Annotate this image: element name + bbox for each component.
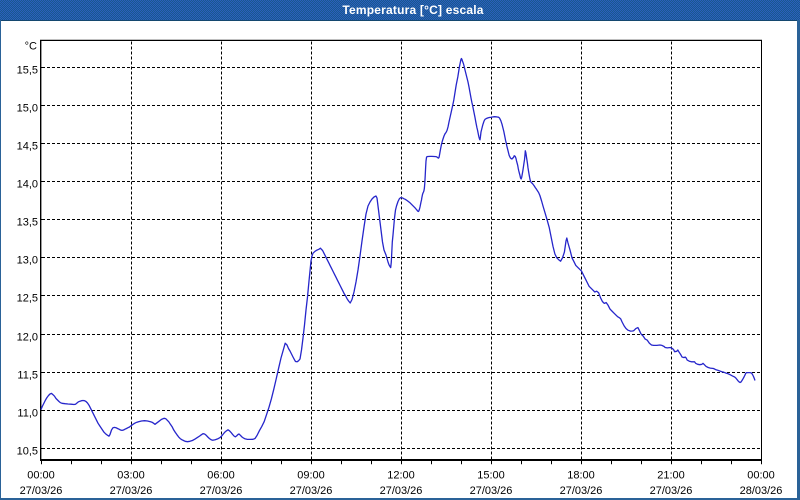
svg-text:27/03/26: 27/03/26 [20,485,63,497]
svg-text:27/03/26: 27/03/26 [470,485,513,497]
svg-text:12,5: 12,5 [17,293,38,305]
svg-text:00:00: 00:00 [747,470,775,482]
svg-text:27/03/26: 27/03/26 [110,485,153,497]
svg-text:27/03/26: 27/03/26 [650,485,693,497]
svg-text:12:00: 12:00 [387,470,415,482]
svg-text:09:00: 09:00 [297,470,325,482]
svg-text:15,5: 15,5 [17,65,38,77]
svg-text:12,0: 12,0 [17,332,38,344]
svg-text:27/03/26: 27/03/26 [200,485,243,497]
svg-text:10,5: 10,5 [17,446,38,458]
svg-text:27/03/26: 27/03/26 [380,485,423,497]
svg-text:°C: °C [25,41,37,53]
svg-text:11,0: 11,0 [17,408,38,420]
svg-text:14,0: 14,0 [17,179,38,191]
svg-text:14,5: 14,5 [17,141,38,153]
svg-text:00:00: 00:00 [27,470,55,482]
svg-text:13,5: 13,5 [17,217,38,229]
svg-text:06:00: 06:00 [207,470,235,482]
svg-text:13,0: 13,0 [17,255,38,267]
svg-text:15,0: 15,0 [17,103,38,115]
svg-text:15:00: 15:00 [477,470,505,482]
svg-text:28/03/26: 28/03/26 [740,485,783,497]
svg-text:03:00: 03:00 [117,470,145,482]
svg-text:27/03/26: 27/03/26 [290,485,333,497]
svg-text:21:00: 21:00 [657,470,685,482]
svg-text:27/03/26: 27/03/26 [560,485,603,497]
svg-text:11,5: 11,5 [17,370,38,382]
svg-text:18:00: 18:00 [567,470,595,482]
